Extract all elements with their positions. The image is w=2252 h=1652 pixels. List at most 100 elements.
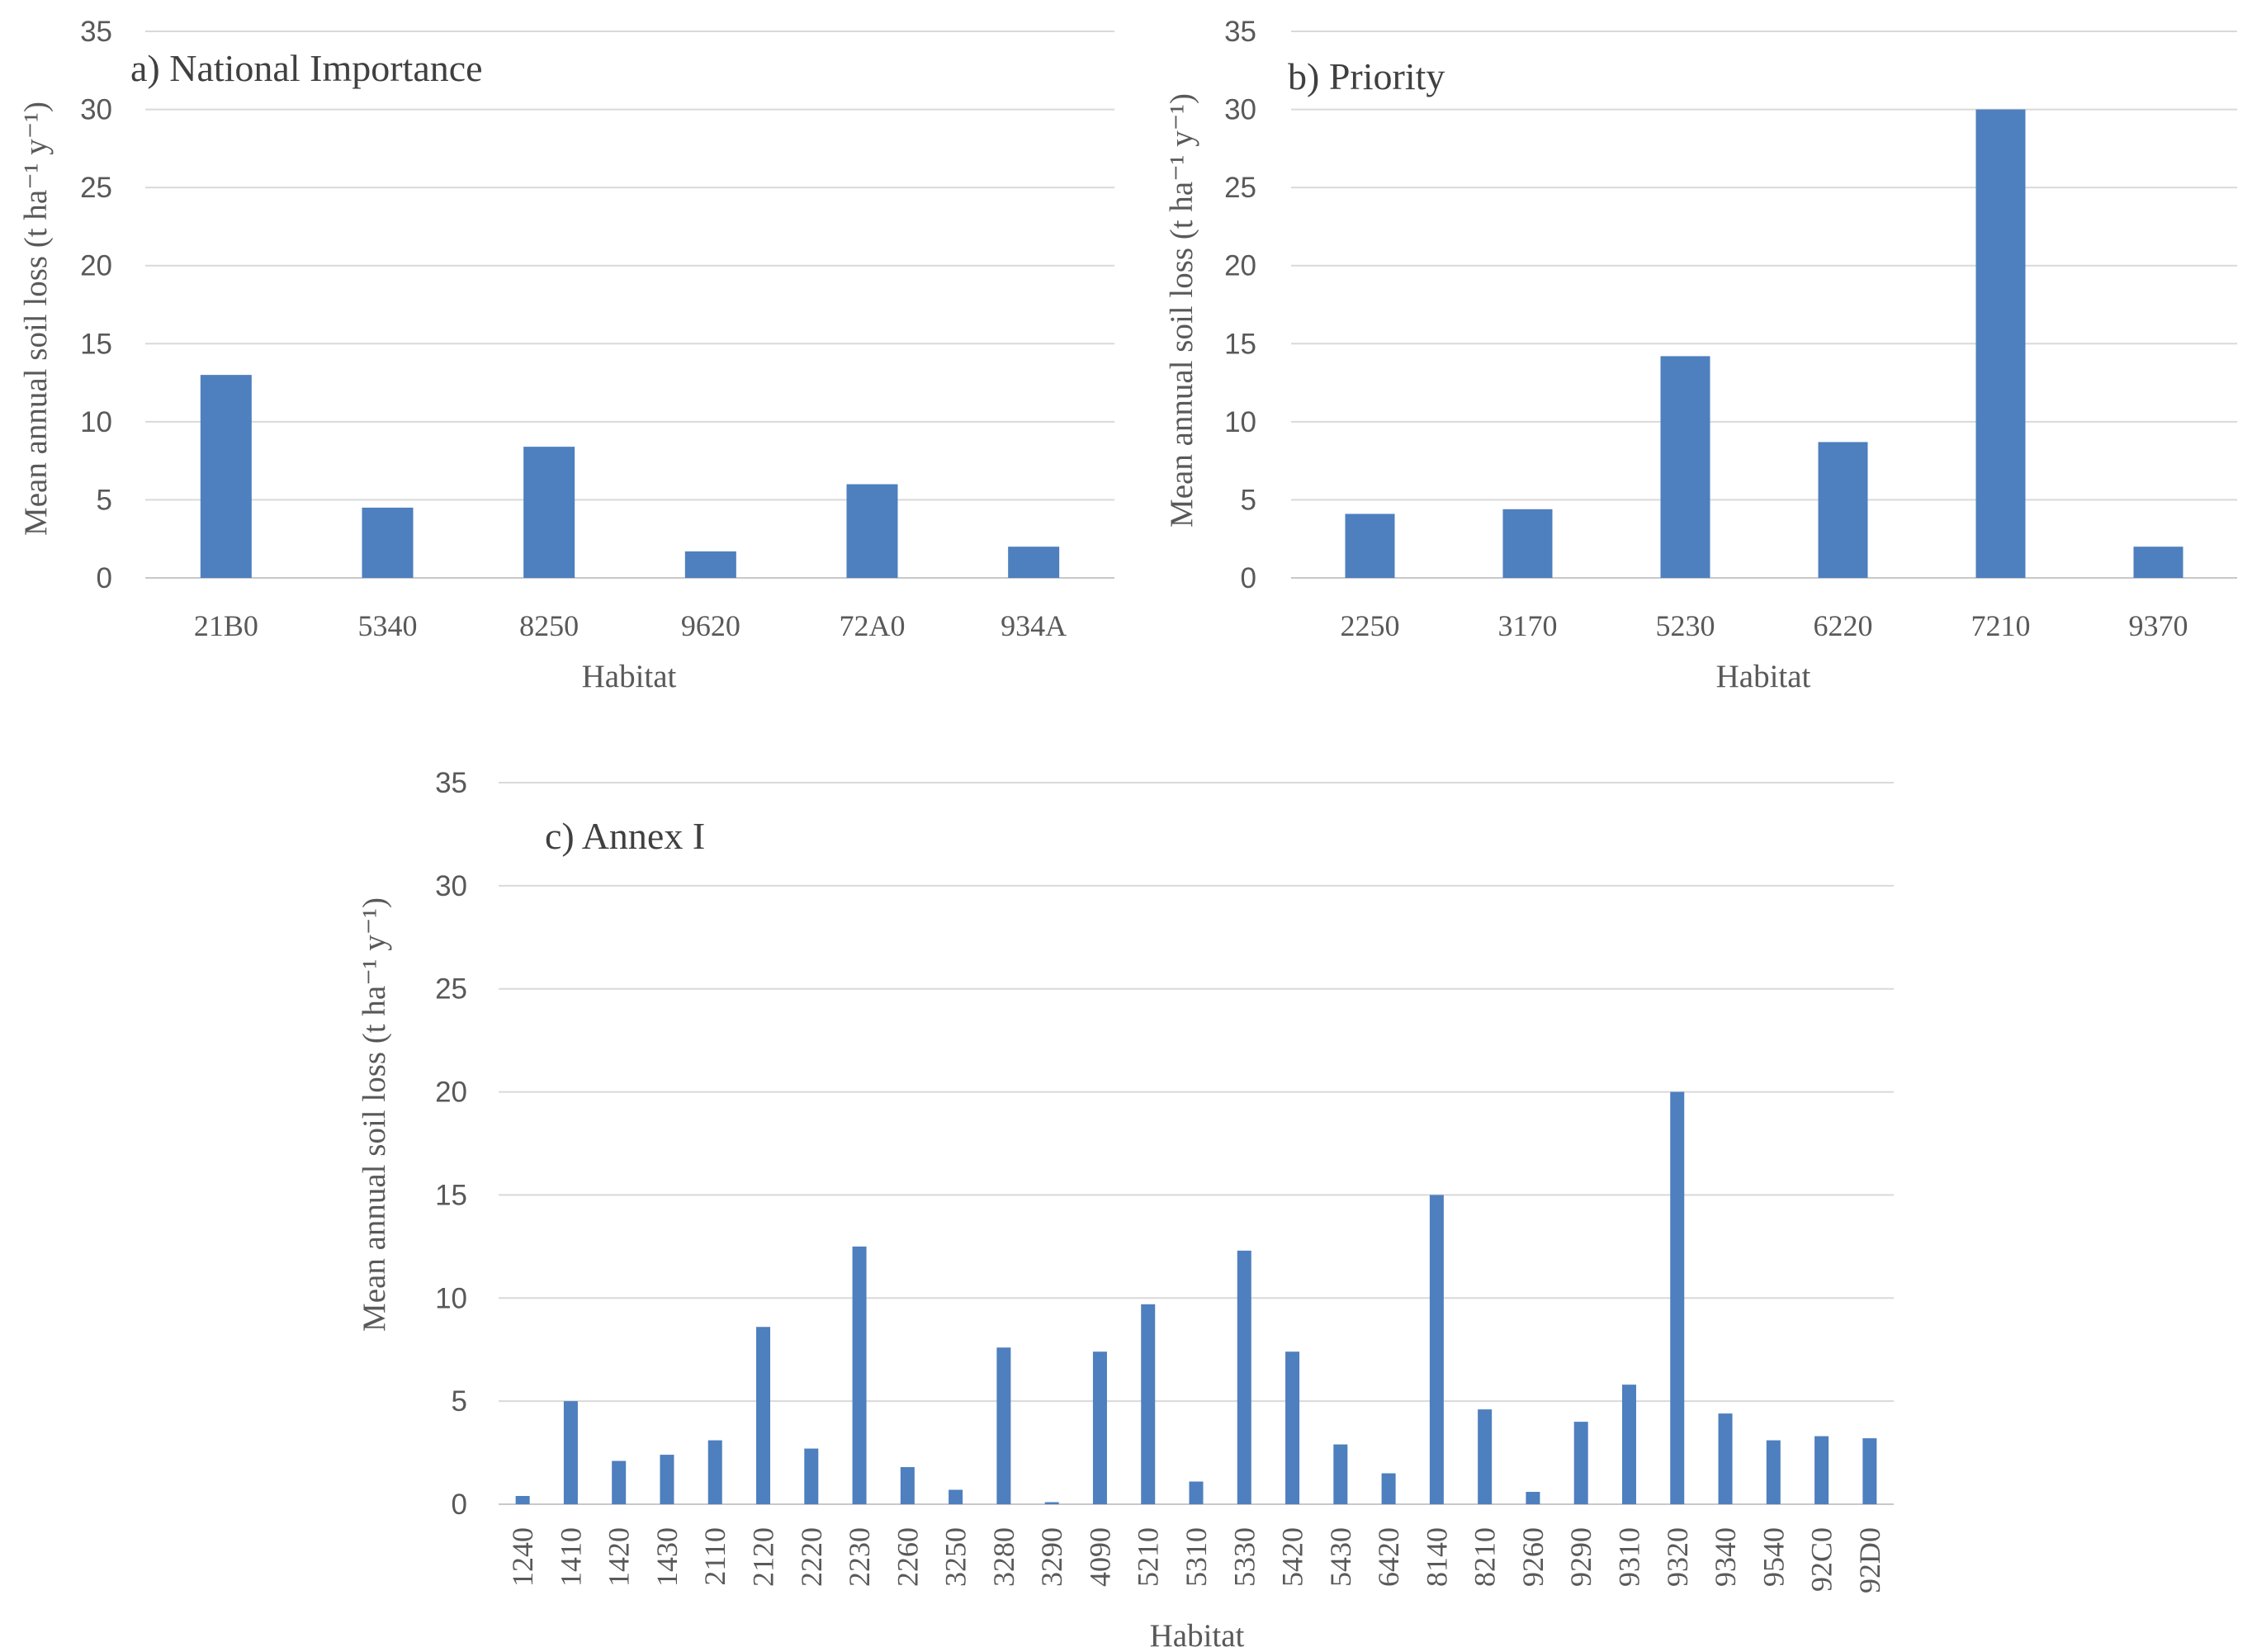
x-tick-label: 9260 [1516, 1527, 1549, 1587]
y-tick-label: 25 [80, 172, 112, 204]
bar [563, 1401, 578, 1504]
chart-title: c) Annex I [545, 815, 705, 857]
bar [515, 1496, 530, 1504]
bar [612, 1460, 627, 1504]
x-tick-label: 5330 [1228, 1527, 1261, 1587]
x-tick-label: 5340 [358, 609, 418, 642]
y-tick-label: 20 [80, 250, 112, 282]
x-tick-label: 1240 [506, 1527, 539, 1587]
x-tick-label: 6420 [1372, 1527, 1405, 1587]
y-tick-labels: 0 5 10 15 20 25 30 35 [80, 16, 112, 594]
x-tick-label: 3290 [1035, 1527, 1068, 1587]
y-tick-label: 30 [435, 870, 467, 902]
bar [1573, 1422, 1588, 1504]
chart-title: a) National Importance [130, 47, 483, 89]
bar [1333, 1444, 1348, 1504]
y-tick-label: 35 [435, 767, 467, 799]
bar [1092, 1351, 1107, 1504]
y-tick-label: 0 [1241, 562, 1256, 594]
x-tick-label: 9310 [1612, 1527, 1645, 1587]
x-tick-label: 9620 [681, 609, 740, 642]
x-tick-label: 9320 [1661, 1527, 1694, 1587]
x-tick-label: 1410 [554, 1527, 587, 1587]
y-tick-labels: 0 5 10 15 20 25 30 35 [435, 767, 467, 1521]
x-tick-labels: 21B0 5340 8250 9620 72A0 934A [194, 609, 1067, 642]
bar [1526, 1492, 1540, 1504]
y-gridlines [145, 31, 1114, 579]
x-tick-label: 1430 [651, 1527, 684, 1587]
x-axis-title: Habitat [582, 659, 677, 694]
x-tick-label: 21B0 [194, 609, 258, 642]
y-tick-label: 10 [435, 1282, 467, 1314]
x-tick-label: 5230 [1656, 609, 1715, 642]
x-tick-label: 3170 [1498, 609, 1558, 642]
bar [900, 1467, 915, 1504]
bar [362, 507, 414, 578]
y-tick-label: 0 [452, 1489, 467, 1521]
x-axis-title: Habitat [1150, 1618, 1245, 1652]
bars [200, 375, 1060, 578]
bar [1818, 442, 1868, 578]
x-tick-label: 2110 [698, 1527, 731, 1586]
x-tick-label: 5420 [1276, 1527, 1309, 1587]
y-tick-label: 5 [97, 484, 112, 516]
y-tick-labels: 0 5 10 15 20 25 30 35 [1224, 16, 1256, 594]
x-tick-label: 5210 [1132, 1527, 1165, 1587]
y-axis-title: Mean annual soil loss (t ha⁻¹ y⁻¹) [1164, 93, 1199, 528]
bar [804, 1448, 819, 1504]
y-axis-title: Mean annual soil loss (t ha⁻¹ y⁻¹) [357, 897, 392, 1332]
x-tick-label: 9290 [1564, 1527, 1597, 1587]
bar [1660, 356, 1710, 578]
y-tick-label: 15 [435, 1179, 467, 1211]
y-tick-label: 25 [435, 973, 467, 1006]
bar [1008, 547, 1060, 578]
x-tick-label: 2250 [1341, 609, 1400, 642]
y-tick-label: 30 [1224, 94, 1256, 126]
x-tick-label: 2230 [843, 1527, 876, 1587]
y-tick-label: 35 [1224, 16, 1256, 48]
x-tick-label: 5430 [1324, 1527, 1357, 1587]
bar [707, 1440, 722, 1504]
bars [1345, 109, 2183, 579]
x-tick-label: 8250 [519, 609, 579, 642]
y-tick-label: 25 [1224, 172, 1256, 204]
panel-annex-i: 0 5 10 15 20 25 30 35 1240 1410 1420 1430 2110 2120 2… [357, 767, 1894, 1652]
y-tick-label: 0 [97, 562, 112, 594]
x-tick-label: 92D0 [1853, 1527, 1886, 1593]
bar [1766, 1440, 1781, 1504]
x-tick-label: 2260 [891, 1527, 924, 1587]
y-tick-label: 10 [80, 406, 112, 438]
bar [1862, 1438, 1877, 1504]
bar [1429, 1195, 1444, 1504]
y-tick-label: 20 [435, 1077, 467, 1109]
bar [1044, 1502, 1059, 1504]
x-tick-label: 2220 [795, 1527, 828, 1587]
x-tick-label: 7210 [1971, 609, 2031, 642]
y-gridlines [1291, 31, 2237, 579]
x-tick-label: 3250 [939, 1527, 972, 1587]
bars [515, 1091, 1877, 1504]
bar [1285, 1351, 1300, 1504]
bar [1814, 1436, 1829, 1504]
bar [684, 551, 736, 578]
x-tick-labels: 2250 3170 5230 6220 7210 9370 [1341, 609, 2188, 642]
x-tick-label: 6220 [1814, 609, 1873, 642]
x-tick-label: 3280 [987, 1527, 1020, 1587]
y-tick-label: 35 [80, 16, 112, 48]
x-tick-label: 5310 [1180, 1527, 1213, 1587]
x-tick-label: 934A [1001, 609, 1067, 642]
chart-title: b) Priority [1288, 55, 1445, 97]
bar [1718, 1413, 1733, 1504]
bar [756, 1327, 771, 1504]
x-tick-label: 72A0 [840, 609, 906, 642]
x-tick-label: 9370 [2129, 609, 2188, 642]
bar [846, 484, 898, 578]
y-gridlines [499, 782, 1894, 1505]
bar [852, 1246, 867, 1504]
bar [1381, 1473, 1396, 1504]
bar [1345, 514, 1395, 578]
bar [523, 447, 575, 578]
